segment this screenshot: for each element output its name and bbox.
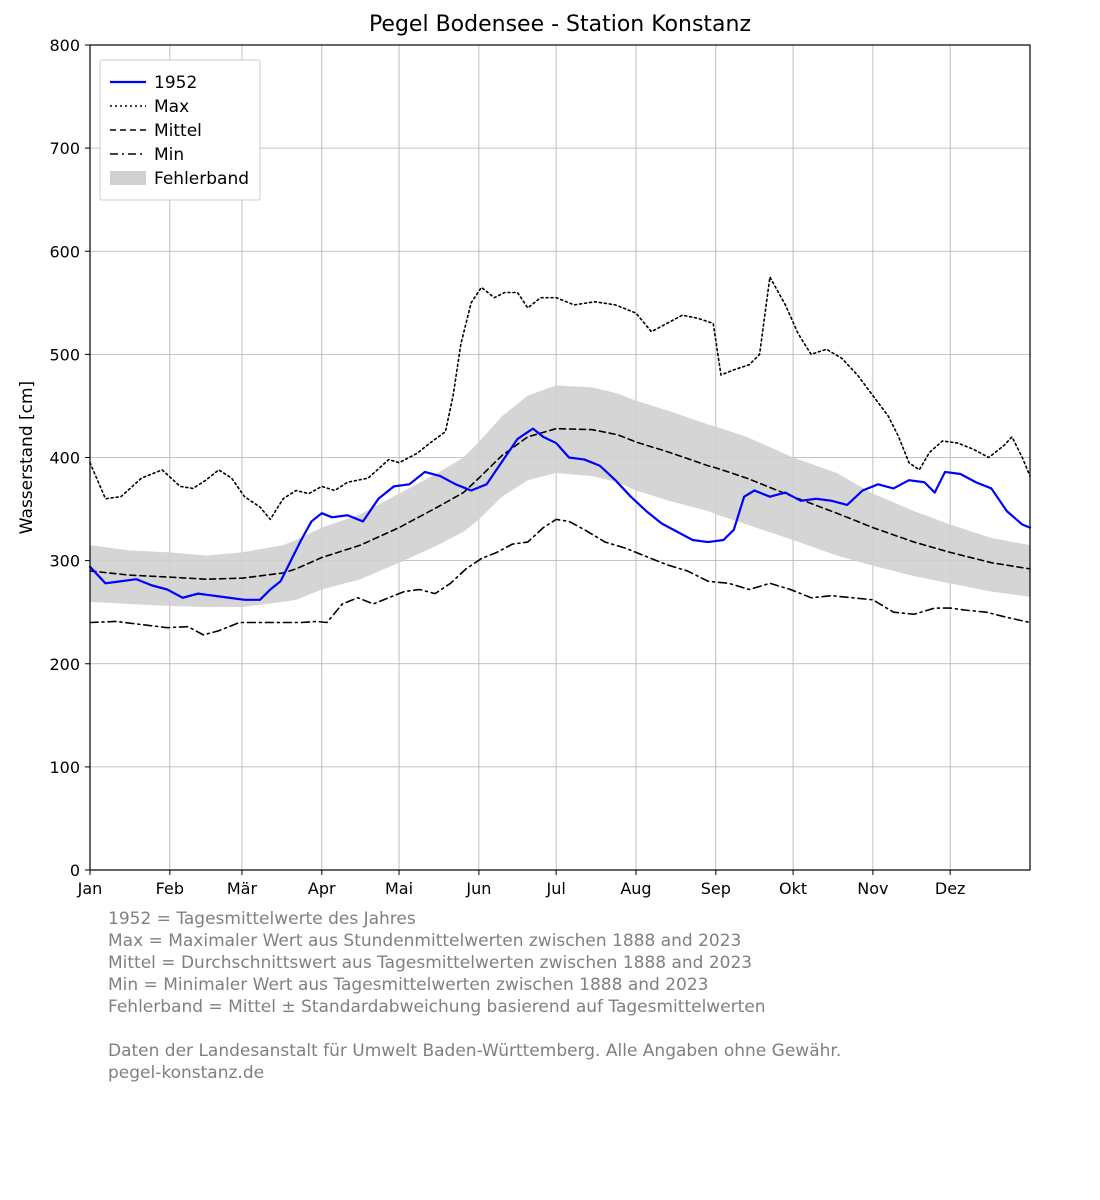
caption-line: Max = Maximaler Wert aus Stundenmittelwe…: [108, 931, 741, 951]
xtick-label: Okt: [779, 879, 807, 898]
ytick-label: 700: [49, 139, 80, 158]
yaxis-label: Wasserstand [cm]: [17, 381, 37, 534]
caption-line: Fehlerband = Mittel ± Standardabweichung…: [108, 997, 766, 1017]
xtick-label: Sep: [701, 879, 731, 898]
xtick-label: Jul: [545, 879, 565, 898]
xtick-label: Jun: [465, 879, 491, 898]
xtick-label: Dez: [935, 879, 966, 898]
xtick-label: Feb: [156, 879, 184, 898]
ytick-label: 400: [49, 449, 80, 468]
caption-line: Mittel = Durchschnittswert aus Tagesmitt…: [108, 953, 752, 973]
legend-label: Max: [154, 97, 189, 117]
xtick-label: Aug: [620, 879, 651, 898]
xtick-label: Apr: [308, 879, 336, 898]
ytick-label: 500: [49, 345, 80, 364]
ytick-label: 300: [49, 552, 80, 571]
legend-label: Fehlerband: [154, 169, 249, 189]
ytick-label: 600: [49, 242, 80, 261]
legend-label: Mittel: [154, 121, 202, 141]
xtick-label: Jan: [77, 879, 103, 898]
ytick-label: 0: [70, 861, 80, 880]
caption-line: pegel-konstanz.de: [108, 1063, 264, 1083]
xtick-label: Nov: [857, 879, 888, 898]
chart-svg: 0 100 200 300 400 500 600 700 800 Jan Feb Mär Apr Mai…: [0, 0, 1100, 1200]
xtick-label: Mai: [385, 879, 413, 898]
ytick-label: 800: [49, 36, 80, 55]
caption-line: 1952 = Tagesmittelwerte des Jahres: [108, 909, 416, 929]
legend-label: Min: [154, 145, 184, 165]
legend-swatch: [110, 171, 146, 185]
ytick-label: 100: [49, 758, 80, 777]
caption-line: Daten der Landesanstalt für Umwelt Baden…: [108, 1041, 841, 1061]
ytick-label: 200: [49, 655, 80, 674]
chart-title: Pegel Bodensee - Station Konstanz: [369, 12, 751, 37]
legend-label: 1952: [154, 73, 197, 93]
xtick-label: Mär: [227, 879, 258, 898]
legend: 1952 Max Mittel Min Fehlerband: [100, 60, 260, 200]
chart-container: 0 100 200 300 400 500 600 700 800 Jan Feb Mär Apr Mai…: [0, 0, 1100, 1200]
caption-line: Min = Minimaler Wert aus Tagesmittelwert…: [108, 975, 708, 995]
